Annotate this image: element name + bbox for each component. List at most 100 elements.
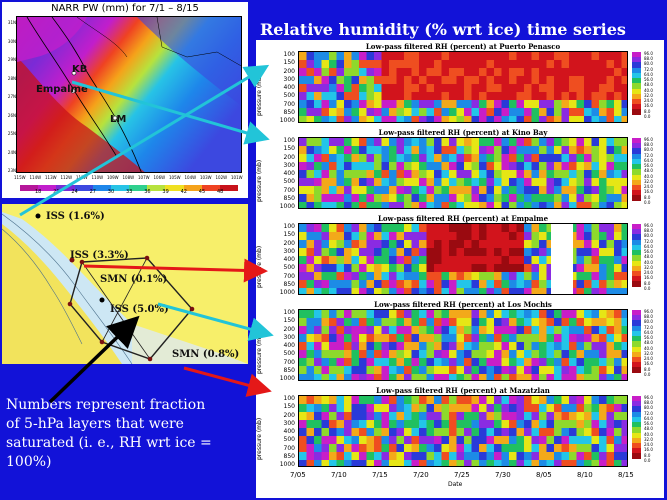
rh-colorbar-tick: 88.0 [644,228,653,234]
rh-colorbar-tick: 72.0 [644,324,653,330]
date-tick: 7/30 [495,471,511,479]
rh-colorbar-tick: 64.0 [644,71,653,77]
rh-colorbar-swatch [632,93,641,99]
lat-label: 24N [7,149,16,155]
rh-colorbar-swatch [632,138,641,144]
rh-colorbar-tick: 80.0 [644,233,653,239]
rh-colorbar-swatch [632,411,641,417]
pressure-tick: 150 [283,231,295,239]
rh-colorbar-tick: 56.0 [644,335,653,341]
site-label-kb: KB [72,64,88,75]
date-tick: 7/15 [372,471,388,479]
pressure-tick: 400 [283,170,295,177]
rh-colorbar-swatch [632,448,641,454]
pressure-tick: 200 [283,67,295,75]
rh-colorbar-tick: 96.0 [644,309,653,314]
pressure-axis-label: pressure (mb) [256,245,263,288]
rh-colorbar-swatch [632,320,641,326]
rh-colorbar-tick: 80.0 [644,405,653,411]
rh-colorbar-swatch [632,260,641,266]
rh-colorbar-swatch [632,255,641,261]
rh-colorbar-swatch [632,153,641,159]
rh-colorbar-tick: 32.0 [644,178,653,184]
pressure-tick: 700 [283,444,295,452]
date-tick: 8/10 [577,471,593,479]
pressure-tick: 850 [283,108,295,116]
rh-colorbar-tick: 96.0 [644,51,653,56]
date-tick: 8/05 [536,471,552,479]
lon-label: 111W [76,175,88,180]
lon-label: 101W [231,175,243,180]
lon-label: 115W [14,175,26,180]
rh-colorbar-swatch [632,190,641,196]
date-axis-label: Date [448,481,463,488]
rh-colorbar [632,396,641,464]
lon-label: 107W [138,175,150,180]
lon-label: 102W [215,175,228,180]
rh-colorbar-swatch [632,224,641,230]
pressure-tick: 200 [283,239,295,247]
rh-colorbar-tick: 72.0 [644,410,653,416]
pressure-tick: 700 [283,186,295,194]
pressure-tick: 500 [283,264,295,272]
pressure-tick: 100 [283,395,295,402]
rh-colorbar-swatch [632,62,641,68]
rh-colorbar-tick: 40.0 [644,431,653,437]
station-label-2: ISS (3.3%) [70,250,129,261]
station-map: ISS (1.6%) ISS (3.3%) SMN (0.1%) ISS (5.… [2,204,248,364]
rh-colorbar-swatch [632,453,641,459]
rh-colorbar-tick: 16.0 [644,361,653,367]
pw-map: NARR PW (mm) for 7/1 – 8/15 31N 30N 29N 28N… [2,2,248,198]
rh-colorbar-tick: 88.0 [644,56,653,62]
chart-title: Low-pass filtered RH (percent) at Puerto… [365,42,561,51]
rh-colorbar-tick: 8.0 [644,194,651,200]
rh-colorbar-tick: 40.0 [644,345,653,351]
rh-colorbar-swatch [632,286,641,292]
rh-colorbar-tick: 56.0 [644,421,653,427]
pressure-tick: 850 [283,280,295,288]
lon-label: 108W [122,175,135,180]
pressure-axis-label: pressure (mb) [256,331,263,374]
rh-colorbar-swatch [632,169,641,175]
rh-colorbar-tick: 96.0 [644,223,653,228]
lat-label: 26N [7,112,16,118]
pressure-tick: 200 [283,325,295,333]
rh-field [298,223,628,295]
pressure-tick: 100 [283,137,295,144]
rh-colorbar-swatch [632,114,641,120]
arrow-mazatlan [183,366,272,397]
pressure-tick: 1000 [279,203,295,210]
pw-colorbar-label: 45 [198,189,206,195]
pressure-tick: 1000 [279,117,295,124]
rh-colorbar-swatch [632,341,641,347]
rh-colorbar-swatch [632,367,641,373]
pressure-tick: 1000 [279,461,295,468]
rh-colorbar-swatch [632,195,641,201]
timeseries-chart: Low-pass filtered RH (percent) at Empalm… [256,214,664,298]
pressure-tick: 150 [283,403,295,411]
pressure-tick: 100 [283,309,295,316]
rh-colorbar-tick: 56.0 [644,163,653,169]
rh-colorbar-tick: 40.0 [644,259,653,265]
rh-colorbar-swatch [632,416,641,423]
rh-colorbar-tick: 80.0 [644,319,653,325]
rh-colorbar-tick: 64.0 [644,329,653,335]
pressure-tick: 400 [283,84,295,91]
pressure-tick: 1000 [279,289,295,296]
pressure-tick: 500 [283,436,295,444]
rh-colorbar-swatch [632,88,641,94]
rh-colorbar-swatch [632,148,641,154]
lat-label: 28N [7,75,16,81]
rh-colorbar-swatch [632,184,641,191]
rh-field [298,309,628,381]
rh-colorbar-tick: 88.0 [644,142,653,148]
rh-colorbar-swatch [632,351,641,357]
rh-colorbar-tick: 32.0 [644,436,653,442]
timeseries-chart: Low-pass filtered RH (percent) at Kino B… [256,128,664,212]
pressure-tick: 300 [283,161,295,169]
rh-colorbar-swatch [632,422,641,428]
rh-colorbar-swatch [632,57,641,63]
pw-colorbar-label: 24 [71,189,78,195]
pressure-tick: 150 [283,59,295,67]
rh-colorbar-swatch [632,234,641,240]
